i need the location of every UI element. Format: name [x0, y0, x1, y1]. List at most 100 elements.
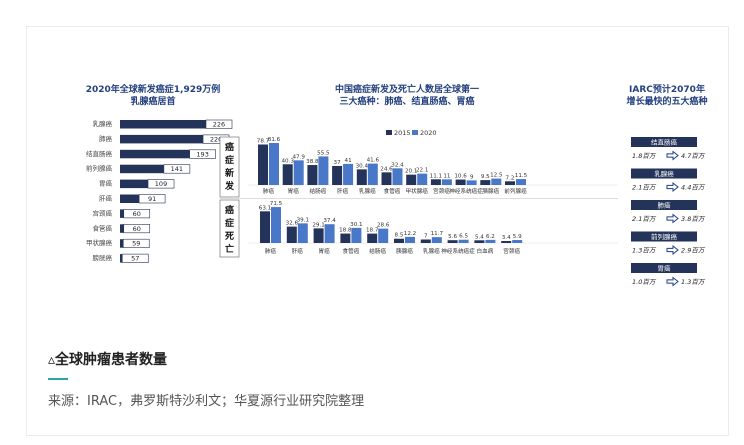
- legend-label-2015: 2015: [394, 129, 411, 137]
- mid-bar: [501, 241, 512, 243]
- left-bar: [120, 164, 190, 174]
- value-2070: 1.3百万: [681, 278, 706, 286]
- panel-label-char: 亡: [225, 243, 234, 255]
- left-value-label: 220: [210, 135, 222, 143]
- left-bar: [120, 134, 230, 144]
- mid-value-label: 55.5: [317, 150, 330, 156]
- left-value-label: 91: [148, 195, 156, 203]
- mid-category-label: 神经系统癌症: [441, 247, 475, 255]
- panel-label-char: 发: [224, 180, 235, 192]
- mid-value-label: 30.4: [356, 163, 369, 169]
- panel-label-char: 新: [225, 167, 234, 179]
- legend-swatch-2015: [386, 130, 392, 135]
- mid-bar: [458, 239, 469, 243]
- mid-bar: [286, 226, 297, 243]
- mid-bar: [282, 164, 293, 185]
- left-value-box: [163, 164, 191, 174]
- mid-value-label: 81.6: [268, 137, 281, 143]
- mid-bar: [324, 224, 335, 243]
- value-2020: 2.1百万: [632, 184, 657, 192]
- mid-bar: [356, 169, 367, 185]
- mid-category-label: 甲状腺癌: [406, 187, 429, 195]
- left-category-label: 前列腺癌: [86, 164, 113, 173]
- left-category-label: 食管癌: [93, 223, 113, 232]
- mid-bar: [466, 180, 477, 185]
- panel-label-char: 死: [224, 231, 234, 242]
- growth-arrow-icon: [666, 244, 679, 256]
- left-value-label: 141: [171, 165, 183, 173]
- mid-value-label: 78.7: [257, 138, 270, 144]
- cancer-name: 结直肠癌: [651, 138, 678, 147]
- mid-category-label: 食管癌: [343, 247, 360, 255]
- mid-value-label: 18.7: [366, 228, 379, 234]
- panel-label-char: 癌: [225, 204, 234, 216]
- cancer-name: 乳腺癌: [654, 169, 674, 178]
- legend-swatch-2020: [412, 130, 418, 135]
- left-bar: [120, 149, 216, 159]
- value-2020: 2.1百万: [632, 215, 657, 223]
- mid-bar: [269, 143, 279, 185]
- right-table-title: 增长最快的五大癌种: [626, 95, 707, 107]
- mid-bar: [367, 233, 378, 243]
- left-value-box: [205, 119, 233, 129]
- mid-value-label: 12.5: [490, 173, 503, 179]
- left-value-box: [189, 149, 216, 159]
- left-category-label: 结直肠癌: [86, 149, 113, 158]
- left-category-label: 膀胱癌: [93, 253, 113, 262]
- mid-bar: [293, 160, 304, 185]
- mid-value-label: 5.6: [448, 234, 457, 240]
- mid-value-label: 29.1: [312, 222, 325, 228]
- left-value-box: [122, 238, 150, 248]
- mid-value-label: 37.4: [323, 218, 336, 224]
- mid-bar: [260, 211, 270, 243]
- mid-bar: [474, 240, 485, 243]
- mid-category-label: 胰腺癌: [482, 187, 499, 195]
- mid-category-label: 胃癌: [318, 247, 330, 255]
- left-category-label: 甲状腺癌: [86, 238, 113, 247]
- mid-value-label: 12.2: [404, 231, 416, 237]
- mid-category-label: 白血病: [477, 247, 494, 255]
- left-value-box: [147, 179, 175, 189]
- mid-value-label: 6.5: [459, 234, 468, 240]
- mid-category-label: 胰腺癌: [396, 247, 413, 255]
- mid-category-label: 结肠癌: [310, 187, 327, 195]
- mid-category-label: 食管癌: [384, 187, 401, 195]
- mid-category-label: 神经系统癌症: [449, 187, 483, 195]
- mid-bar: [485, 239, 496, 243]
- left-value-label: 60: [133, 210, 141, 218]
- mid-category-label: 乳腺癌: [423, 247, 440, 255]
- left-category-label: 肺癌: [99, 134, 113, 143]
- mid-value-label: 11: [443, 173, 451, 179]
- mid-bar: [351, 227, 362, 243]
- growth-arrow-icon: [666, 276, 679, 287]
- left-value-label: 226: [213, 121, 225, 129]
- growth-arrow-icon: [666, 181, 679, 193]
- mid-bar: [307, 165, 318, 185]
- mid-bar: [392, 168, 403, 185]
- cancer-name: 肺癌: [658, 201, 672, 210]
- mid-value-label: 37: [334, 160, 342, 166]
- mid-value-label: 7.2: [506, 175, 515, 181]
- mid-bar: [505, 181, 515, 185]
- cancer-name-banner: [631, 263, 697, 273]
- panel-label-box: [219, 136, 240, 198]
- left-value-box: [123, 224, 151, 234]
- left-value-label: 109: [155, 180, 167, 188]
- cancer-name-banner: [631, 168, 697, 179]
- mid-value-label: 8.5: [395, 233, 404, 239]
- figure-caption: ▵全球肿瘤患者数量: [48, 352, 168, 368]
- mid-value-label: 32.4: [391, 162, 404, 168]
- mid-bar: [271, 207, 281, 243]
- mid-value-label: 10.6: [454, 174, 467, 180]
- mid-bar: [332, 165, 343, 185]
- mid-value-label: 9.5: [481, 174, 490, 180]
- mid-value-label: 3.4: [502, 235, 511, 241]
- caption-divider: [48, 378, 68, 380]
- mid-value-label: 40.3: [281, 158, 294, 164]
- mid-value-label: 32.6: [286, 221, 299, 227]
- left-value-label: 59: [132, 240, 140, 248]
- mid-category-label: 宫颈癌: [433, 187, 450, 195]
- mid-bar: [417, 173, 428, 185]
